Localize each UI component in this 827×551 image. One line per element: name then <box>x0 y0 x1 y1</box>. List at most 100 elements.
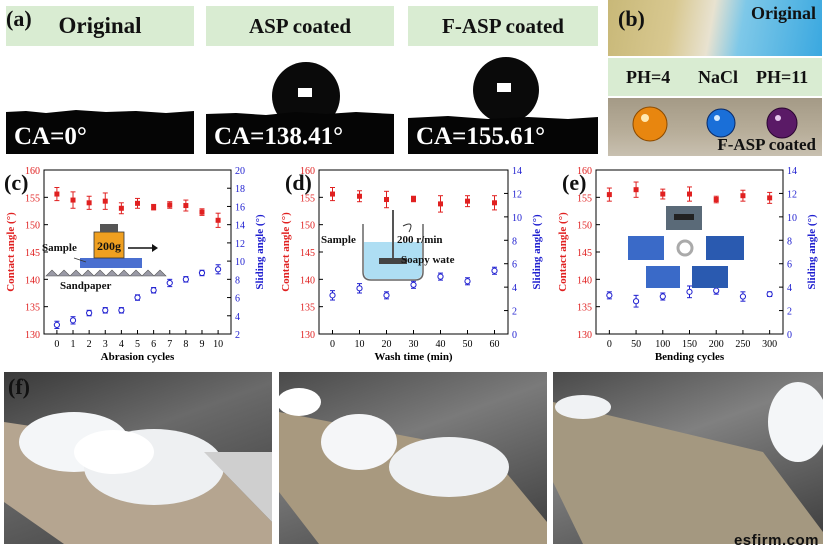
left-tick-label: 140 <box>300 275 315 286</box>
x-tick-label: 10 <box>355 339 365 350</box>
sliding-angle-point <box>86 309 93 317</box>
panel-f-label: (f) <box>8 374 30 399</box>
contact-angle-point <box>438 201 443 207</box>
right-tick-label: 6 <box>787 260 792 271</box>
contact-angle-point <box>411 196 416 202</box>
right-tick-label: 10 <box>787 213 797 224</box>
panel-c: (c) 130 135 140 145 150 155 160 2 4 6 8 10 12 14 16 18 2… <box>0 162 275 368</box>
left-tick-label: 140 <box>25 275 40 286</box>
drop-label-nacl: NaCl <box>698 67 738 87</box>
right-tick-label: 10 <box>235 257 245 268</box>
contact-angle-point <box>633 187 639 193</box>
annotation-sample: Sample <box>42 242 77 254</box>
header-asp-text: ASP coated <box>248 14 352 38</box>
x-tick-label: 30 <box>409 339 419 350</box>
drop-label-ph11: PH=11 <box>756 67 809 87</box>
sliding-angle-point <box>410 281 417 288</box>
right-tick-label: 8 <box>235 275 240 286</box>
sliding-angle-point <box>182 276 189 283</box>
contact-angle-point <box>199 209 205 215</box>
header-original-text: Original <box>58 13 142 38</box>
x-tick-label: 8 <box>183 339 188 350</box>
panel-c-label: (c) <box>4 170 29 195</box>
right-tick-label: 16 <box>235 202 245 213</box>
snow-photo-3 <box>553 372 823 544</box>
panel-a-label: (a) <box>6 6 32 31</box>
x-tick-label: 0 <box>330 339 335 350</box>
plot-frame <box>318 169 509 335</box>
left-axis-label: Contact angle (°) <box>280 212 292 292</box>
watermark: esfirm.com <box>733 532 819 549</box>
x-tick-label: 50 <box>463 339 473 350</box>
x-tick-label: 40 <box>436 339 446 350</box>
x-tick-label: 10 <box>213 339 223 350</box>
right-tick-label: 12 <box>512 189 522 200</box>
right-tick-label: 8 <box>787 236 792 247</box>
annotation-sandpaper: Sandpaper <box>60 280 112 292</box>
left-tick-label: 130 <box>577 330 592 341</box>
right-tick-label: 4 <box>787 283 792 294</box>
sliding-angle-point <box>53 321 60 328</box>
annotation-weight: 200g <box>97 239 121 253</box>
left-tick-label: 150 <box>300 221 315 232</box>
left-tick-label: 155 <box>300 193 315 204</box>
sliding-angle-point <box>686 288 693 295</box>
right-tick-label: 6 <box>512 260 517 271</box>
left-tick-label: 150 <box>25 221 40 232</box>
sliding-angle-point <box>69 317 77 324</box>
snow-photo-2 <box>279 372 547 544</box>
salt-drop-icon <box>706 108 736 138</box>
left-tick-label: 160 <box>25 166 40 177</box>
drop-label-ph4: PH=4 <box>626 67 671 87</box>
sliding-angle-point <box>739 293 747 300</box>
sliding-angle-point <box>464 278 471 285</box>
panel-e-label: (e) <box>562 170 587 195</box>
x-tick-label: 0 <box>54 339 59 350</box>
left-axis-label: Contact angle (°) <box>557 212 569 292</box>
sliding-angle-point <box>659 293 666 300</box>
contact-angle-point <box>330 191 335 197</box>
panel-d-label: (d) <box>285 170 312 195</box>
right-axis-label: Sliding angle (°) <box>254 214 266 290</box>
contact-angle-point <box>357 193 362 199</box>
panel-e: (e) 130 135 140 145 150 155 160 0 2 4 6 8 10 12 14 0 50 1… <box>552 162 827 368</box>
left-tick-label: 155 <box>25 193 40 204</box>
ca-value-asp: CA=138.41° <box>214 123 344 150</box>
x-tick-label: 100 <box>655 339 670 350</box>
sliding-angle-point <box>102 307 109 314</box>
base-drop-icon <box>766 107 798 139</box>
sliding-angle-point <box>198 269 206 277</box>
fabric-original-text: Original <box>750 3 816 23</box>
right-tick-label: 2 <box>235 330 240 341</box>
x-axis-label: Abrasion cycles <box>101 351 175 363</box>
right-tick-label: 18 <box>235 184 245 195</box>
left-tick-label: 140 <box>577 275 592 286</box>
sliding-angle-point <box>437 273 444 280</box>
x-tick-label: 4 <box>119 339 124 350</box>
contact-angle-point <box>740 193 746 199</box>
x-tick-label: 0 <box>607 339 612 350</box>
acid-drop-icon <box>632 106 668 142</box>
right-tick-label: 14 <box>512 166 522 177</box>
annotation-sample: Sample <box>321 234 356 246</box>
sliding-angle-point <box>118 307 125 314</box>
fabric-coated-photo: F-ASP coated <box>608 98 822 156</box>
contact-angle-point <box>70 197 76 203</box>
drop-label-row: PH=4 NaCl PH=11 <box>608 58 822 96</box>
ca-image-asp: CA=138.41° <box>206 50 394 154</box>
left-axis-label: Contact angle (°) <box>5 212 17 292</box>
left-tick-label: 130 <box>300 330 315 341</box>
header-fasp-text: F-ASP coated <box>442 14 564 38</box>
contact-angle-point <box>54 191 60 197</box>
ca-image-original: CA=0° <box>6 50 194 154</box>
right-axis-label: Sliding angle (°) <box>531 214 543 290</box>
x-tick-label: 300 <box>762 339 777 350</box>
header-asp: ASP coated <box>206 6 394 46</box>
left-tick-label: 145 <box>25 248 40 259</box>
x-tick-label: 6 <box>151 339 156 350</box>
sliding-angle-point <box>356 285 363 292</box>
